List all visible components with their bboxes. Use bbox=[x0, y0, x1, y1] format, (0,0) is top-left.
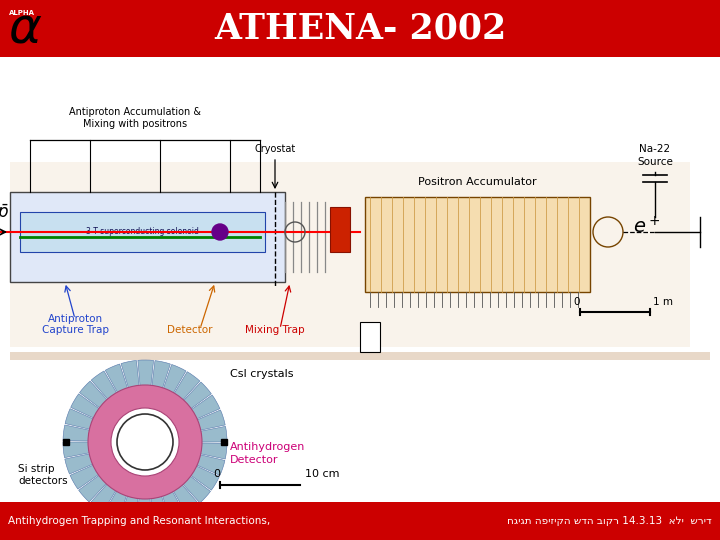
Bar bbox=[0, 502, 720, 540]
Text: חגיגת הפיזיקה שדה בוקר 14.3.13  אלי  שריד: חגיגת הפיזיקה שדה בוקר 14.3.13 אלי שריד bbox=[508, 516, 712, 526]
Text: detectors: detectors bbox=[18, 476, 68, 486]
Bar bbox=[365, 197, 590, 292]
Text: ATHENA- 2002: ATHENA- 2002 bbox=[214, 11, 506, 45]
Text: ALPHA: ALPHA bbox=[9, 10, 35, 16]
Wedge shape bbox=[194, 443, 227, 459]
Circle shape bbox=[212, 224, 228, 240]
Text: Detector: Detector bbox=[230, 455, 279, 465]
Wedge shape bbox=[65, 453, 99, 474]
Text: Na-22: Na-22 bbox=[639, 144, 670, 154]
Wedge shape bbox=[171, 372, 200, 405]
Text: Detector: Detector bbox=[167, 325, 212, 335]
Text: Positron Accumulator: Positron Accumulator bbox=[418, 177, 537, 187]
Text: Si strip: Si strip bbox=[18, 464, 55, 474]
Text: 0: 0 bbox=[574, 297, 580, 307]
Text: 1 m: 1 m bbox=[653, 297, 673, 307]
Wedge shape bbox=[138, 360, 153, 392]
Wedge shape bbox=[91, 371, 120, 404]
Wedge shape bbox=[78, 471, 111, 502]
Wedge shape bbox=[79, 381, 112, 412]
Wedge shape bbox=[194, 427, 227, 442]
Wedge shape bbox=[71, 394, 104, 421]
Wedge shape bbox=[151, 361, 171, 394]
Bar bbox=[0, 0, 720, 57]
Wedge shape bbox=[186, 395, 220, 422]
Bar bbox=[360, 322, 380, 352]
Text: Antiproton Accumulation &: Antiproton Accumulation & bbox=[69, 107, 201, 117]
Text: Cryostat: Cryostat bbox=[254, 144, 296, 154]
Text: 3 T superconducting solenoid: 3 T superconducting solenoid bbox=[86, 227, 199, 237]
Wedge shape bbox=[179, 382, 212, 413]
Bar bbox=[330, 207, 350, 252]
Text: 0: 0 bbox=[214, 469, 220, 479]
Wedge shape bbox=[90, 479, 120, 512]
Wedge shape bbox=[88, 385, 202, 499]
Wedge shape bbox=[104, 485, 129, 519]
Text: $\bar{p}$: $\bar{p}$ bbox=[0, 202, 9, 224]
Text: CsI crystals: CsI crystals bbox=[230, 369, 294, 379]
Text: Antihydrogen: Antihydrogen bbox=[230, 442, 305, 452]
Bar bbox=[10, 192, 285, 282]
Wedge shape bbox=[161, 364, 186, 399]
Text: Antiproton: Antiproton bbox=[48, 314, 102, 324]
Wedge shape bbox=[150, 490, 169, 524]
Wedge shape bbox=[191, 453, 225, 475]
Bar bbox=[10, 162, 690, 347]
Wedge shape bbox=[120, 490, 139, 523]
Text: Source: Source bbox=[637, 157, 673, 167]
Wedge shape bbox=[70, 462, 104, 489]
Wedge shape bbox=[136, 492, 152, 524]
Wedge shape bbox=[191, 410, 225, 431]
Text: Mixing Trap: Mixing Trap bbox=[246, 325, 305, 335]
Bar bbox=[221, 439, 227, 445]
Text: Antihydrogen Trapping and Resonant Interactions,: Antihydrogen Trapping and Resonant Inter… bbox=[8, 516, 270, 526]
Text: 10 cm: 10 cm bbox=[305, 469, 340, 479]
Text: Mixing with positrons: Mixing with positrons bbox=[83, 119, 187, 129]
Bar bbox=[10, 352, 710, 360]
Text: $e^+$: $e^+$ bbox=[633, 217, 660, 238]
Wedge shape bbox=[179, 472, 210, 503]
Text: $\alpha$: $\alpha$ bbox=[8, 4, 42, 53]
Bar bbox=[20, 212, 265, 252]
Wedge shape bbox=[63, 442, 96, 457]
Wedge shape bbox=[65, 409, 99, 431]
Wedge shape bbox=[186, 463, 220, 490]
Wedge shape bbox=[170, 480, 199, 513]
Circle shape bbox=[117, 414, 173, 470]
Text: Capture Trap: Capture Trap bbox=[42, 325, 109, 335]
Wedge shape bbox=[161, 486, 185, 520]
Wedge shape bbox=[63, 425, 96, 441]
Bar bbox=[63, 439, 69, 445]
Wedge shape bbox=[121, 360, 140, 394]
Wedge shape bbox=[105, 364, 130, 399]
